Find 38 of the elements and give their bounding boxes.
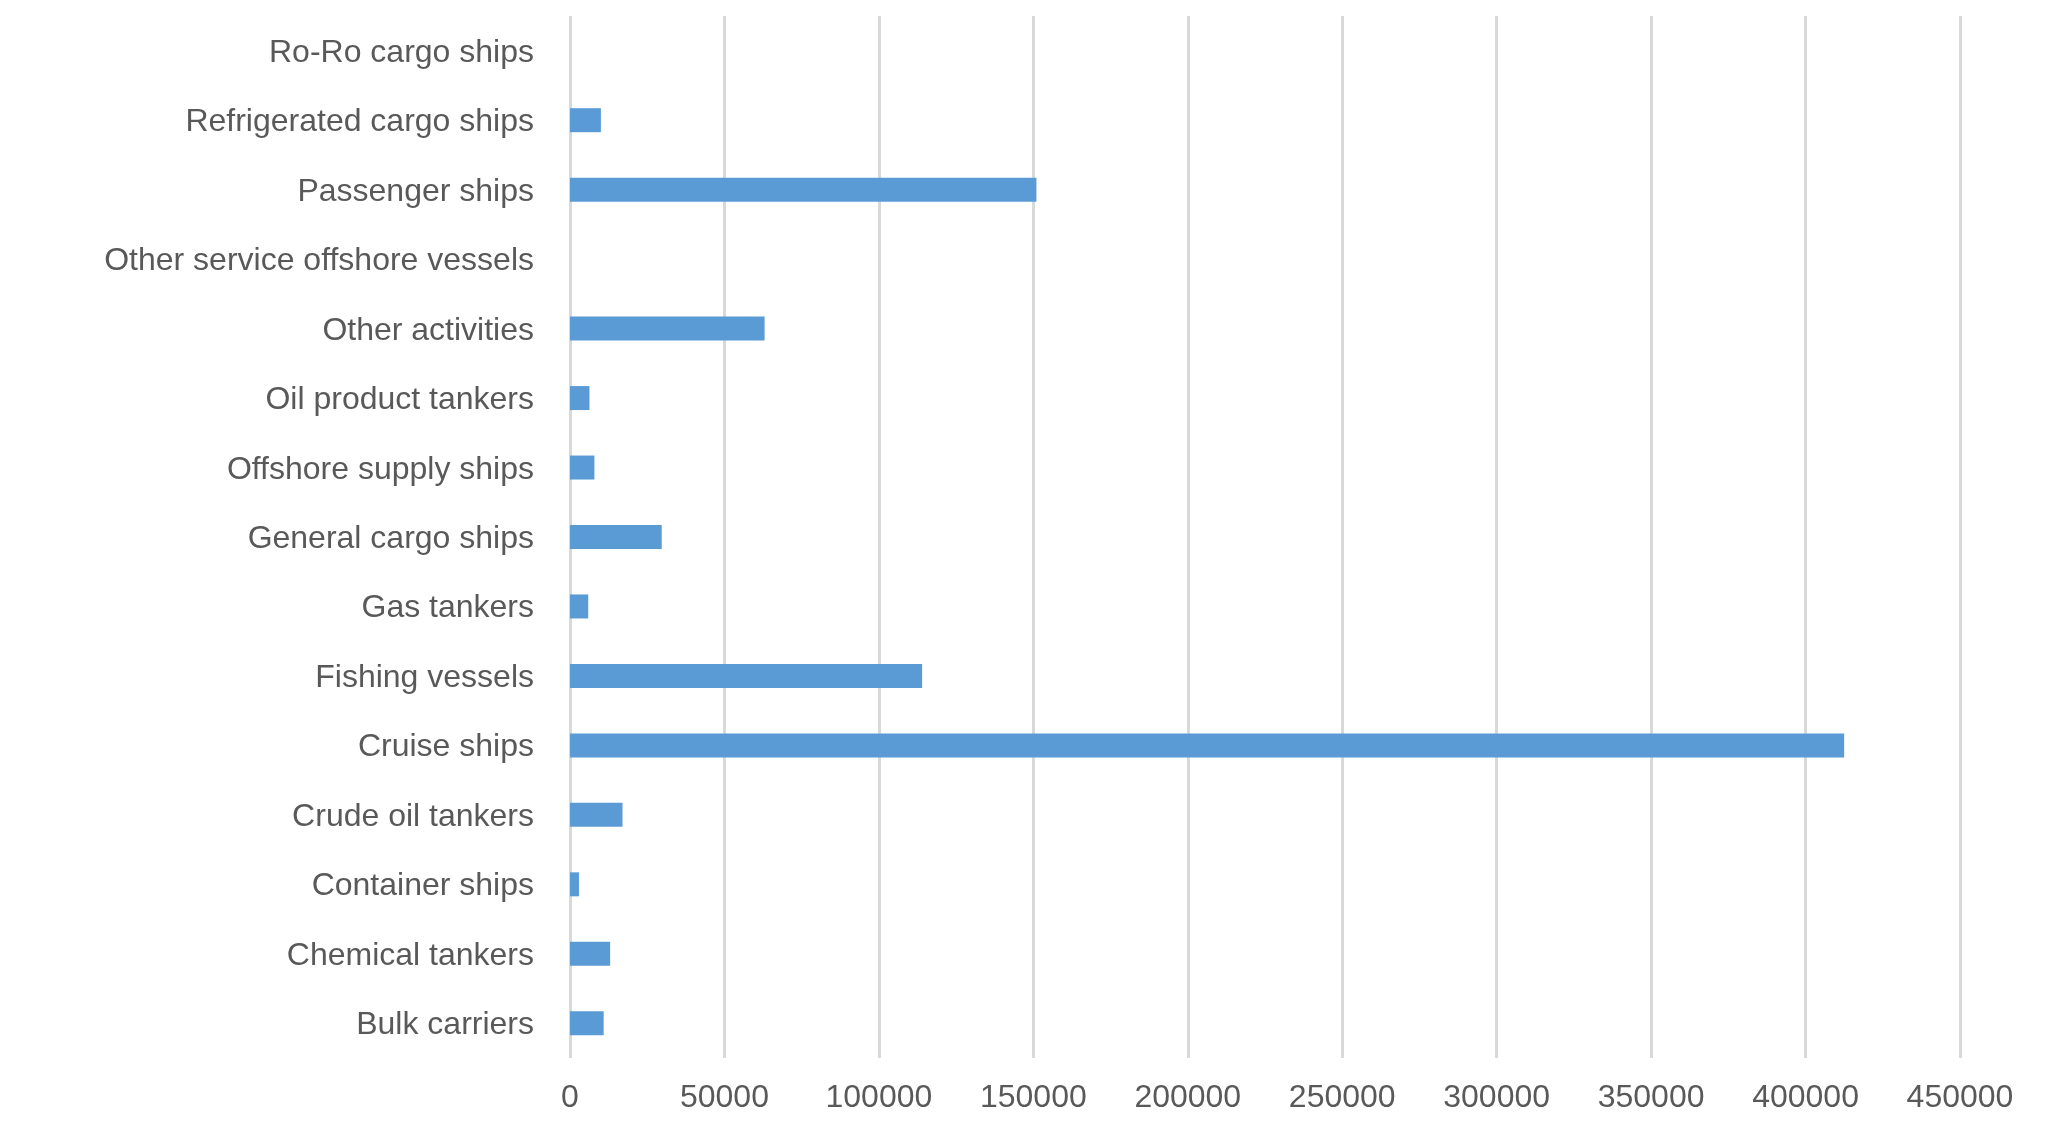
y-tick-label: Other activities (322, 310, 534, 347)
bar (570, 316, 765, 341)
x-tick-label: 0 (561, 1078, 579, 1114)
x-tick-label: 250000 (1288, 1078, 1396, 1114)
y-tick-label: Fishing vessels (315, 657, 534, 694)
bar (570, 177, 1037, 202)
bar (570, 455, 595, 480)
y-tick-label: Container ships (311, 866, 534, 903)
x-tick-label: 350000 (1597, 1078, 1705, 1114)
y-tick-label: Ro-Ro cargo ships (269, 32, 534, 69)
x-tick-label: 50000 (679, 1078, 769, 1114)
x-tick-label: 300000 (1443, 1078, 1551, 1114)
x-tick-label: 400000 (1752, 1078, 1859, 1114)
bar (570, 802, 623, 827)
x-tick-label: 150000 (979, 1078, 1087, 1114)
bar (570, 386, 590, 411)
y-tick-label: Crude oil tankers (292, 796, 534, 833)
y-tick-label: Refrigerated cargo ships (185, 102, 534, 139)
y-tick-label: General cargo ships (247, 519, 534, 555)
bar (570, 941, 611, 966)
x-tick-label: 100000 (825, 1078, 933, 1114)
y-tick-label: Passenger ships (297, 171, 534, 208)
y-tick-label: Bulk carriers (356, 1005, 534, 1042)
y-tick-label: Chemical tankers (286, 935, 534, 972)
y-tick-label: Offshore supply ships (226, 449, 534, 486)
y-tick-label: Cruise ships (357, 727, 534, 764)
bar (570, 108, 601, 133)
y-tick-label: Other service offshore vessels (104, 241, 534, 278)
bar (570, 594, 589, 619)
bar (570, 872, 579, 897)
x-tick-label: 200000 (1134, 1078, 1242, 1114)
y-tick-label: Gas tankers (361, 588, 534, 625)
bar (570, 525, 662, 549)
bar (570, 733, 1845, 758)
bar (570, 663, 923, 688)
x-tick-label: 450000 (1906, 1078, 2014, 1114)
y-tick-label: Oil product tankers (265, 380, 534, 417)
bar (570, 1011, 604, 1036)
